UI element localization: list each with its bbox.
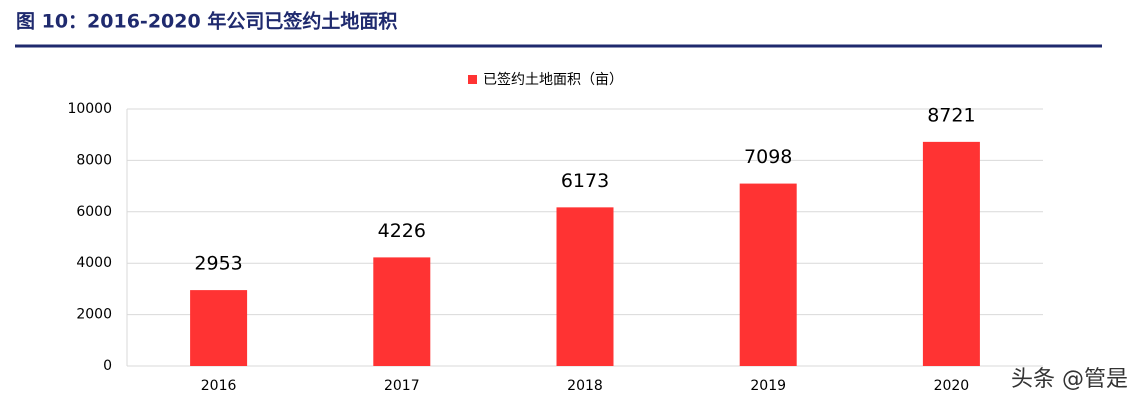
- legend-label: 已签约土地面积（亩）: [483, 71, 623, 88]
- data-label: 4226: [378, 220, 426, 242]
- y-tick-label: 6000: [76, 204, 112, 220]
- x-tick-label: 2016: [201, 378, 237, 394]
- y-tick-label: 8000: [76, 152, 112, 168]
- bar: [922, 141, 980, 366]
- data-label: 2953: [194, 253, 242, 275]
- bar: [190, 290, 248, 366]
- legend-swatch: [468, 75, 477, 84]
- y-tick-label: 2000: [76, 307, 112, 323]
- bar: [373, 257, 431, 366]
- y-tick-label: 4000: [76, 255, 112, 271]
- data-label: 8721: [927, 104, 975, 126]
- x-tick-label: 2018: [567, 378, 603, 394]
- x-tick-label: 2020: [934, 378, 970, 394]
- data-label: 6173: [561, 170, 609, 192]
- y-tick-label: 10000: [67, 101, 112, 117]
- bar: [556, 207, 614, 366]
- y-tick-label: 0: [103, 358, 112, 374]
- chart-title: 图 10：2016-2020 年公司已签约土地面积: [16, 10, 397, 33]
- x-tick-label: 2017: [384, 378, 420, 394]
- x-tick-label: 2019: [750, 378, 786, 394]
- data-label: 7098: [744, 146, 792, 168]
- bar: [739, 183, 797, 366]
- watermark: 头条 @管是: [1011, 367, 1128, 392]
